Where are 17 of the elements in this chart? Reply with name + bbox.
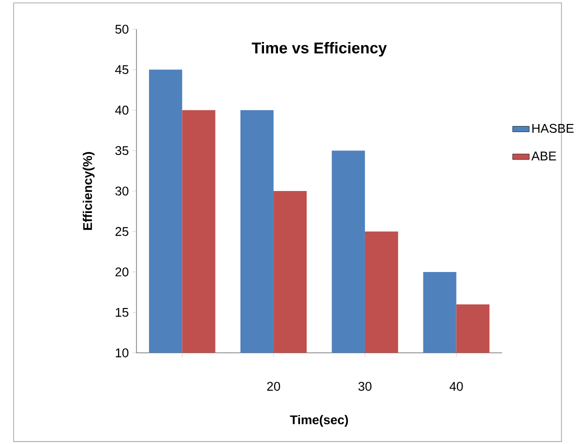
text: Time vs Efficiency: [252, 42, 387, 57]
y-tick-label: 50: [115, 24, 128, 34]
y-tick-label: 10: [116, 348, 128, 358]
y-axis-title: Efficiency(%): [82, 152, 95, 230]
y-tick-label: 35: [115, 146, 128, 156]
y-tick-label: 20: [115, 268, 128, 277]
y-tick-label: 25: [115, 227, 128, 236]
x-axis-title: Time(sec): [290, 415, 348, 428]
x-tick-label: 20: [267, 382, 280, 392]
y-tick-label: 30: [115, 186, 128, 196]
y-tick-label: 40: [115, 106, 128, 115]
y-tick-label: 45: [115, 66, 128, 74]
legend-label: ABE: [531, 152, 556, 161]
x-tick-label: 40: [450, 382, 463, 392]
x-tick-label: 30: [358, 382, 372, 392]
y-tick-label: 15: [116, 308, 128, 318]
legend-label: HASBE: [532, 124, 574, 134]
